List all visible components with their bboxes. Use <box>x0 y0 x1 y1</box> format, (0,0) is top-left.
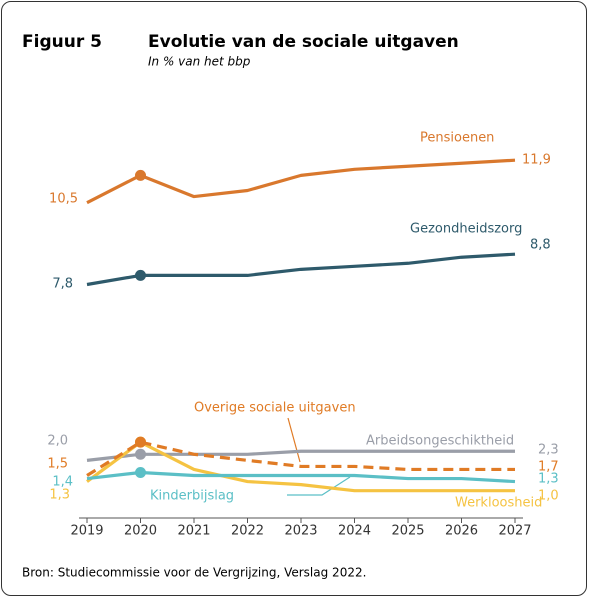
x-tick-label: 2023 <box>284 524 317 539</box>
x-tick-label: 2022 <box>231 524 264 539</box>
value-label: 2,3 <box>538 443 559 458</box>
series-line <box>86 440 515 493</box>
series-line <box>86 158 516 205</box>
series-label: Pensioenen <box>420 131 494 146</box>
x-tick-label: 2027 <box>498 524 531 539</box>
series-line <box>86 440 515 477</box>
x-tick-label: 2024 <box>338 524 371 539</box>
x-tick-label: 2021 <box>177 524 210 539</box>
series-line <box>86 470 516 484</box>
series-label: Gezondheidszorg <box>410 222 522 237</box>
marker <box>135 448 146 460</box>
x-tick-label: 2020 <box>124 524 157 539</box>
series-label: Kinderbijslag <box>150 489 234 504</box>
marker <box>135 466 146 478</box>
value-label: 1,5 <box>47 457 68 472</box>
marker <box>135 436 146 448</box>
value-label: 7,8 <box>52 277 73 292</box>
value-label: 1,4 <box>52 475 73 490</box>
series-label: Arbeidsongeschiktheid <box>366 434 514 449</box>
value-label: 1,3 <box>49 488 70 503</box>
marker <box>135 169 146 181</box>
value-label: 2,0 <box>47 434 68 449</box>
chart-subtitle: In % van het bbp <box>148 55 251 69</box>
chart-title: Evolutie van de sociale uitgaven <box>148 32 459 52</box>
value-label: 1,0 <box>538 489 559 504</box>
series-label: Werkloosheid <box>455 496 542 511</box>
figure-label: Figuur 5 <box>22 32 102 52</box>
series-line <box>86 449 515 462</box>
source: Bron: Studiecommissie voor de Vergrijzin… <box>22 566 366 580</box>
value-label: 11,9 <box>522 153 551 168</box>
value-label: 10,5 <box>49 192 78 207</box>
series-line <box>86 252 516 287</box>
marker <box>135 269 146 281</box>
x-tick-label: 2019 <box>70 524 103 539</box>
annotation-line <box>287 476 351 496</box>
value-label: 8,8 <box>530 238 551 253</box>
series-label: Overige sociale uitgaven <box>194 401 356 416</box>
annotation-line <box>287 417 301 463</box>
value-label: 1,3 <box>538 472 559 487</box>
value-label: 1,7 <box>538 460 559 475</box>
x-tick-label: 2025 <box>391 524 424 539</box>
x-tick-label: 2026 <box>445 524 478 539</box>
